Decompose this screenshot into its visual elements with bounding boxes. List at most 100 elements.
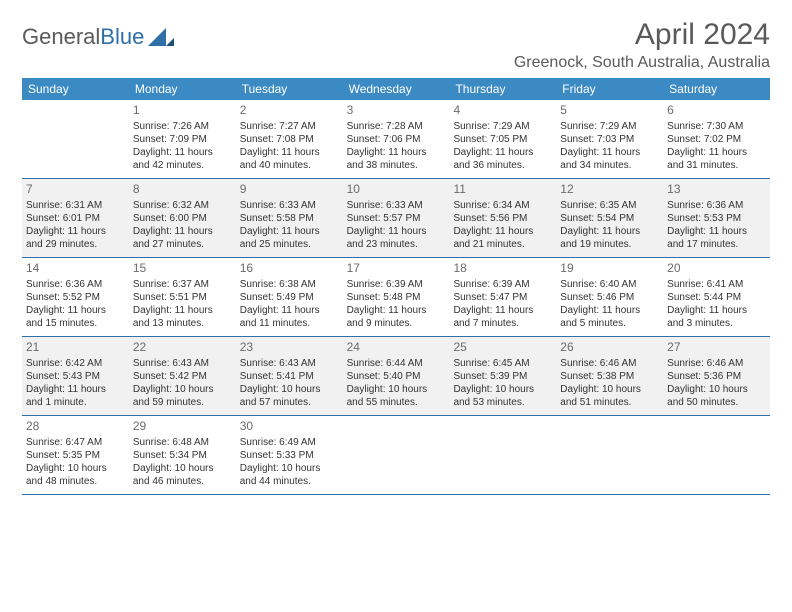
day-cell: 5Sunrise: 7:29 AMSunset: 7:03 PMDaylight…	[556, 100, 663, 178]
daylight-text: Daylight: 11 hours and 25 minutes.	[240, 225, 339, 251]
daylight-text: Daylight: 11 hours and 5 minutes.	[560, 304, 659, 330]
day-number: 15	[133, 261, 232, 277]
day-number: 9	[240, 182, 339, 198]
day-number: 17	[347, 261, 446, 277]
day-cell: 13Sunrise: 6:36 AMSunset: 5:53 PMDayligh…	[663, 179, 770, 257]
sunset-text: Sunset: 5:39 PM	[453, 370, 552, 383]
calendar-grid: SundayMondayTuesdayWednesdayThursdayFrid…	[22, 78, 770, 495]
day-header: Tuesday	[236, 78, 343, 100]
sunrise-text: Sunrise: 6:45 AM	[453, 357, 552, 370]
calendar-page: GeneralBlue April 2024 Greenock, South A…	[0, 0, 792, 513]
sunrise-text: Sunrise: 7:29 AM	[453, 120, 552, 133]
day-number: 16	[240, 261, 339, 277]
sunset-text: Sunset: 5:51 PM	[133, 291, 232, 304]
day-number: 26	[560, 340, 659, 356]
sunrise-text: Sunrise: 6:38 AM	[240, 278, 339, 291]
day-cell: 22Sunrise: 6:43 AMSunset: 5:42 PMDayligh…	[129, 337, 236, 415]
day-cell: 9Sunrise: 6:33 AMSunset: 5:58 PMDaylight…	[236, 179, 343, 257]
sunset-text: Sunset: 5:58 PM	[240, 212, 339, 225]
day-number: 4	[453, 103, 552, 119]
location: Greenock, South Australia, Australia	[514, 54, 770, 72]
day-cell: 26Sunrise: 6:46 AMSunset: 5:38 PMDayligh…	[556, 337, 663, 415]
sunrise-text: Sunrise: 6:31 AM	[26, 199, 125, 212]
sunset-text: Sunset: 6:01 PM	[26, 212, 125, 225]
sunrise-text: Sunrise: 6:33 AM	[240, 199, 339, 212]
daylight-text: Daylight: 10 hours and 59 minutes.	[133, 383, 232, 409]
sunset-text: Sunset: 5:52 PM	[26, 291, 125, 304]
sunset-text: Sunset: 5:34 PM	[133, 449, 232, 462]
day-number: 5	[560, 103, 659, 119]
daylight-text: Daylight: 10 hours and 46 minutes.	[133, 462, 232, 488]
sunrise-text: Sunrise: 6:44 AM	[347, 357, 446, 370]
logo-icon	[148, 28, 174, 46]
daylight-text: Daylight: 10 hours and 50 minutes.	[667, 383, 766, 409]
sunrise-text: Sunrise: 6:39 AM	[453, 278, 552, 291]
sunrise-text: Sunrise: 6:49 AM	[240, 436, 339, 449]
sunset-text: Sunset: 5:33 PM	[240, 449, 339, 462]
daylight-text: Daylight: 11 hours and 1 minute.	[26, 383, 125, 409]
sunset-text: Sunset: 5:47 PM	[453, 291, 552, 304]
sunset-text: Sunset: 5:49 PM	[240, 291, 339, 304]
daylight-text: Daylight: 10 hours and 53 minutes.	[453, 383, 552, 409]
day-number: 20	[667, 261, 766, 277]
day-cell: 2Sunrise: 7:27 AMSunset: 7:08 PMDaylight…	[236, 100, 343, 178]
day-cell: 11Sunrise: 6:34 AMSunset: 5:56 PMDayligh…	[449, 179, 556, 257]
daylight-text: Daylight: 11 hours and 27 minutes.	[133, 225, 232, 251]
sunrise-text: Sunrise: 7:28 AM	[347, 120, 446, 133]
sunrise-text: Sunrise: 6:37 AM	[133, 278, 232, 291]
sunset-text: Sunset: 5:41 PM	[240, 370, 339, 383]
day-cell: 7Sunrise: 6:31 AMSunset: 6:01 PMDaylight…	[22, 179, 129, 257]
day-cell	[663, 416, 770, 494]
day-header: Thursday	[449, 78, 556, 100]
day-cell: 8Sunrise: 6:32 AMSunset: 6:00 PMDaylight…	[129, 179, 236, 257]
sunrise-text: Sunrise: 6:46 AM	[667, 357, 766, 370]
daylight-text: Daylight: 11 hours and 36 minutes.	[453, 146, 552, 172]
sunrise-text: Sunrise: 6:36 AM	[26, 278, 125, 291]
day-number: 11	[453, 182, 552, 198]
sunset-text: Sunset: 5:43 PM	[26, 370, 125, 383]
day-header: Sunday	[22, 78, 129, 100]
week-row: 21Sunrise: 6:42 AMSunset: 5:43 PMDayligh…	[22, 337, 770, 416]
day-cell: 17Sunrise: 6:39 AMSunset: 5:48 PMDayligh…	[343, 258, 450, 336]
day-number: 21	[26, 340, 125, 356]
sunset-text: Sunset: 7:08 PM	[240, 133, 339, 146]
sunset-text: Sunset: 5:56 PM	[453, 212, 552, 225]
day-cell: 25Sunrise: 6:45 AMSunset: 5:39 PMDayligh…	[449, 337, 556, 415]
sunrise-text: Sunrise: 6:48 AM	[133, 436, 232, 449]
day-cell: 16Sunrise: 6:38 AMSunset: 5:49 PMDayligh…	[236, 258, 343, 336]
logo-text-1: General	[22, 24, 100, 50]
sunset-text: Sunset: 6:00 PM	[133, 212, 232, 225]
day-cell: 6Sunrise: 7:30 AMSunset: 7:02 PMDaylight…	[663, 100, 770, 178]
daylight-text: Daylight: 10 hours and 51 minutes.	[560, 383, 659, 409]
sunrise-text: Sunrise: 6:33 AM	[347, 199, 446, 212]
day-number: 2	[240, 103, 339, 119]
day-header-row: SundayMondayTuesdayWednesdayThursdayFrid…	[22, 78, 770, 100]
daylight-text: Daylight: 11 hours and 31 minutes.	[667, 146, 766, 172]
sunrise-text: Sunrise: 6:43 AM	[133, 357, 232, 370]
day-number: 23	[240, 340, 339, 356]
day-cell: 24Sunrise: 6:44 AMSunset: 5:40 PMDayligh…	[343, 337, 450, 415]
day-number: 14	[26, 261, 125, 277]
daylight-text: Daylight: 11 hours and 11 minutes.	[240, 304, 339, 330]
daylight-text: Daylight: 11 hours and 23 minutes.	[347, 225, 446, 251]
sunset-text: Sunset: 7:03 PM	[560, 133, 659, 146]
sunrise-text: Sunrise: 7:29 AM	[560, 120, 659, 133]
daylight-text: Daylight: 11 hours and 17 minutes.	[667, 225, 766, 251]
day-cell: 23Sunrise: 6:43 AMSunset: 5:41 PMDayligh…	[236, 337, 343, 415]
daylight-text: Daylight: 11 hours and 19 minutes.	[560, 225, 659, 251]
day-number: 30	[240, 419, 339, 435]
day-number: 29	[133, 419, 232, 435]
sunset-text: Sunset: 5:54 PM	[560, 212, 659, 225]
header: GeneralBlue April 2024 Greenock, South A…	[22, 18, 770, 72]
day-number: 27	[667, 340, 766, 356]
day-cell: 20Sunrise: 6:41 AMSunset: 5:44 PMDayligh…	[663, 258, 770, 336]
logo-text-2: Blue	[100, 24, 144, 50]
daylight-text: Daylight: 10 hours and 55 minutes.	[347, 383, 446, 409]
sunset-text: Sunset: 5:48 PM	[347, 291, 446, 304]
sunrise-text: Sunrise: 6:32 AM	[133, 199, 232, 212]
day-number: 19	[560, 261, 659, 277]
day-cell: 14Sunrise: 6:36 AMSunset: 5:52 PMDayligh…	[22, 258, 129, 336]
sunrise-text: Sunrise: 6:40 AM	[560, 278, 659, 291]
sunset-text: Sunset: 7:09 PM	[133, 133, 232, 146]
day-header: Monday	[129, 78, 236, 100]
